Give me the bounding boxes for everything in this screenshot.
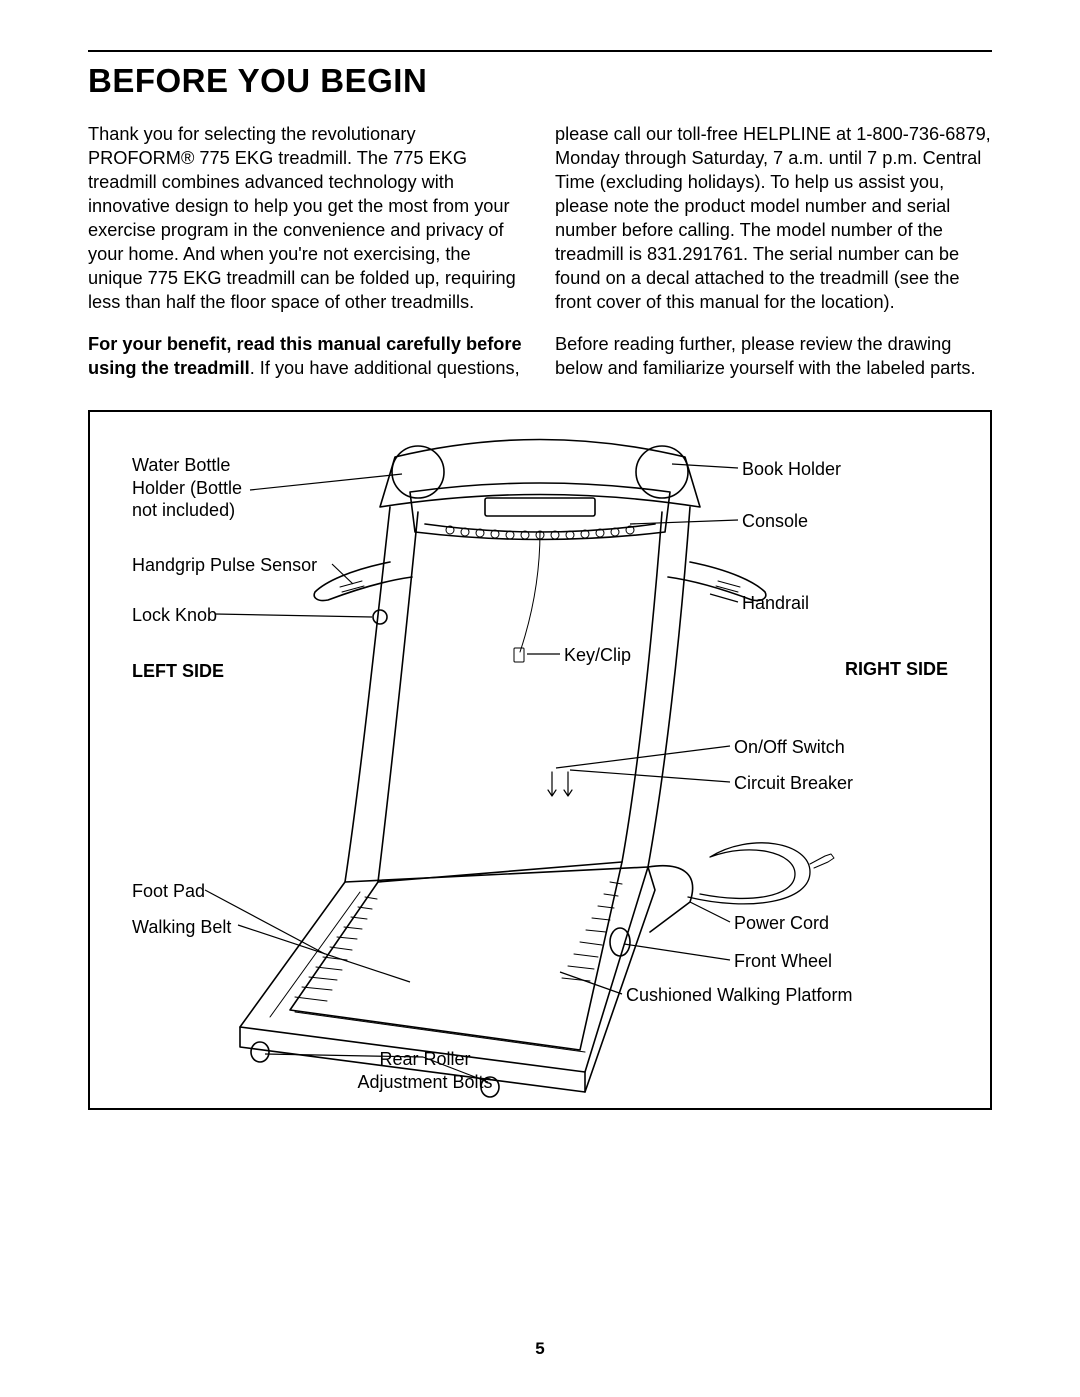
review-drawing-paragraph: Before reading further, please review th… [555,332,992,380]
read-manual-paragraph: For your benefit, read this manual caref… [88,332,525,380]
label-foot-pad: Foot Pad [132,880,205,903]
label-left-side: LEFT SIDE [132,660,224,683]
column-right: please call our toll-free HELPLINE at 1-… [555,122,992,398]
intro-paragraph: Thank you for selecting the revolutionar… [88,122,525,314]
label-lock-knob: Lock Knob [132,604,217,627]
label-handrail: Handrail [742,592,809,615]
treadmill-diagram: Water Bottle Holder (Bottle not included… [88,410,992,1110]
label-front-wheel: Front Wheel [734,950,832,973]
page-number: 5 [0,1339,1080,1359]
label-handgrip: Handgrip Pulse Sensor [132,554,317,577]
label-circuit-breaker: Circuit Breaker [734,772,853,795]
top-rule [88,50,992,52]
label-rear-roller: Rear Roller Adjustment Bolts [320,1048,530,1093]
label-water-bottle: Water Bottle Holder (Bottle not included… [132,454,242,522]
label-book-holder: Book Holder [742,458,841,481]
read-manual-rest: . If you have additional questions, [250,358,520,378]
page-title: BEFORE YOU BEGIN [88,62,992,100]
label-console: Console [742,510,808,533]
body-columns: Thank you for selecting the revolutionar… [88,122,992,398]
label-key-clip: Key/Clip [564,644,631,667]
label-onoff: On/Off Switch [734,736,845,759]
helpline-paragraph: please call our toll-free HELPLINE at 1-… [555,122,992,314]
label-walking-belt: Walking Belt [132,916,231,939]
column-left: Thank you for selecting the revolutionar… [88,122,525,398]
label-cushioned: Cushioned Walking Platform [626,984,852,1007]
label-power-cord: Power Cord [734,912,829,935]
label-right-side: RIGHT SIDE [845,658,948,681]
